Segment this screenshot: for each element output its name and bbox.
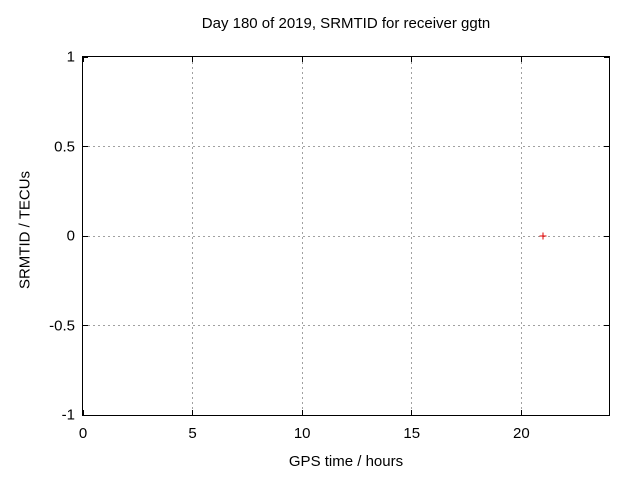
x-tick-top: [301, 57, 303, 62]
y-tick-left: [83, 56, 88, 58]
y-tick-label: -1: [61, 406, 75, 424]
y-gridline: [83, 235, 609, 237]
chart-title: Day 180 of 2019, SRMTID for receiver ggt…: [201, 15, 491, 32]
y-tick-right: [604, 325, 609, 326]
y-tick-label: -0.5: [49, 317, 75, 334]
x-tick-top: [192, 57, 194, 62]
y-gridline: [83, 325, 609, 326]
x-tick-top: [520, 57, 522, 62]
x-tick-top: [82, 57, 84, 62]
x-tick-label: 15: [403, 425, 421, 442]
x-tick-label: 20: [512, 425, 530, 442]
x-tick-top: [411, 57, 413, 62]
x-tick-bottom: [82, 410, 84, 415]
x-tick-label: 10: [293, 425, 311, 442]
y-tick-right: [604, 235, 609, 237]
y-tick-right: [604, 414, 609, 416]
y-gridline: [83, 146, 609, 147]
y-tick-right: [604, 56, 609, 58]
y-tick-left: [83, 325, 88, 326]
x-tick-bottom: [411, 410, 413, 415]
x-axis-label: GPS time / hours: [288, 453, 404, 470]
y-tick-label: 0: [66, 227, 75, 245]
y-tick-left: [83, 235, 88, 237]
y-tick-left: [83, 414, 88, 416]
plot-area: [82, 56, 610, 416]
y-tick-label: 0.5: [54, 138, 75, 155]
x-tick-bottom: [301, 410, 303, 415]
x-tick-label: 0: [78, 425, 88, 442]
data-point-marker: [539, 232, 547, 240]
y-tick-label: 1: [66, 48, 75, 66]
x-tick-bottom: [520, 410, 522, 415]
y-tick-right: [604, 146, 609, 147]
y-axis-label: SRMTID / TECUs: [16, 170, 34, 290]
x-tick-bottom: [192, 410, 194, 415]
y-tick-left: [83, 146, 88, 147]
x-tick-label: 5: [188, 425, 197, 442]
